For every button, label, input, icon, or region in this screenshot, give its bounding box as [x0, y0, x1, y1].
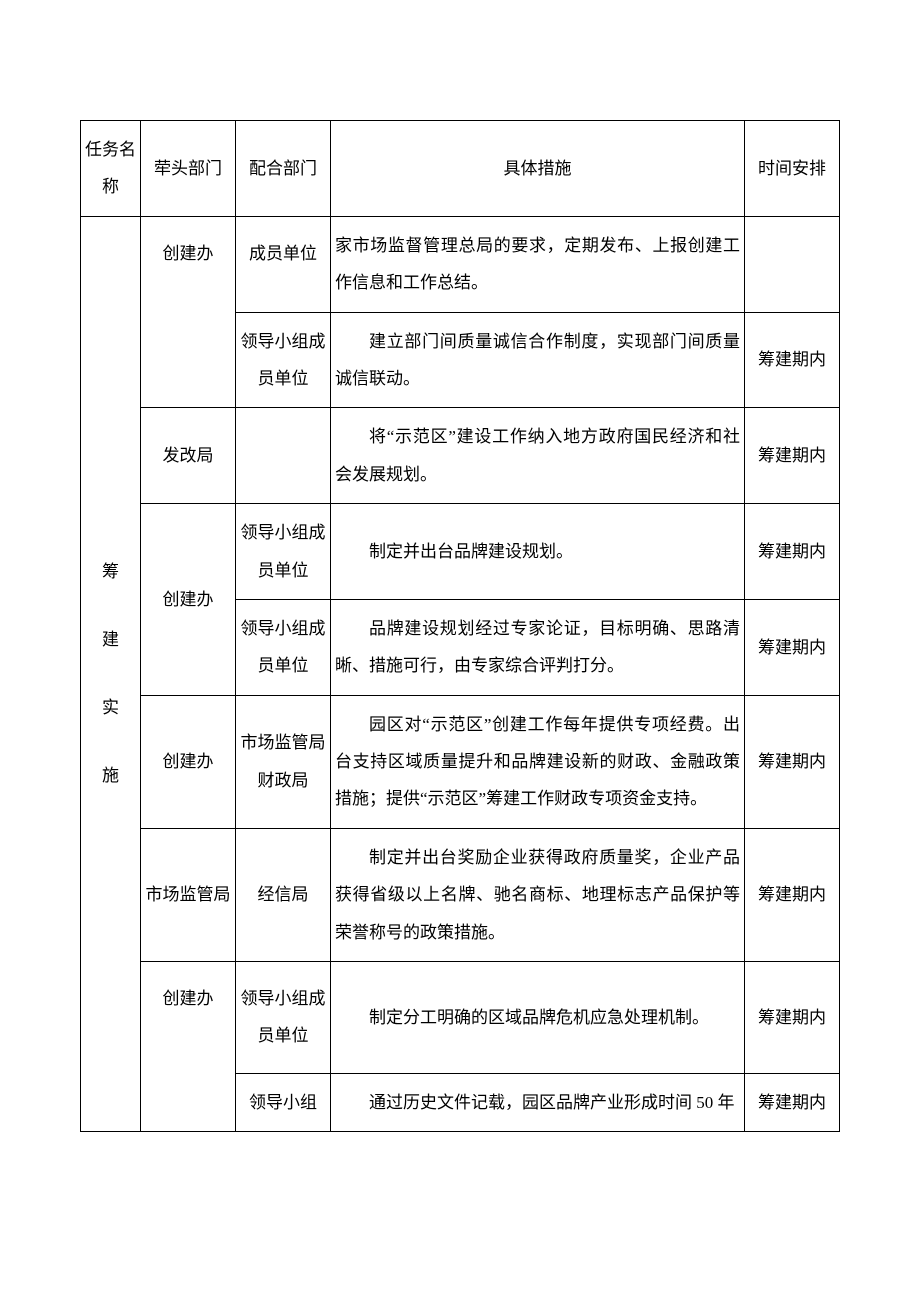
- task-table: 任务名称 荦头部门 配合部门 具体措施 时间安排 筹 建 实 施 创建办 成员单…: [80, 120, 840, 1132]
- table-row: 创建办 市场监管局财政局 园区对“示范区”创建工作每年提供专项经费。出台支持区域…: [81, 695, 840, 828]
- cell-coop: [236, 408, 331, 504]
- table-row: 发改局 将“示范区”建设工作纳入地方政府国民经济和社会发展规划。 筹建期内: [81, 408, 840, 504]
- table-row: 创建办 领导小组成员单位 制定分工明确的区域品牌危机应急处理机制。 筹建期内: [81, 962, 840, 1074]
- th-task: 任务名称: [81, 121, 141, 217]
- task-char-2: 建: [83, 606, 138, 674]
- cell-detail: 制定分工明确的区域品牌危机应急处理机制。: [331, 962, 745, 1074]
- cell-time: 筹建期内: [745, 504, 840, 600]
- cell-coop: 领导小组成员单位: [236, 599, 331, 695]
- cell-detail: 将“示范区”建设工作纳入地方政府国民经济和社会发展规划。: [331, 408, 745, 504]
- cell-detail: 制定并出台品牌建设规划。: [331, 504, 745, 600]
- cell-coop: 领导小组成员单位: [236, 962, 331, 1074]
- task-char-1: 筹: [83, 538, 138, 606]
- cell-time: 筹建期内: [745, 828, 840, 961]
- task-char-4: 施: [83, 742, 138, 810]
- cell-coop: 市场监管局财政局: [236, 695, 331, 828]
- cell-task-name: 筹 建 实 施: [81, 216, 141, 1131]
- table-row: 筹 建 实 施 创建办 成员单位 家市场监督管理总局的要求，定期发布、上报创建工…: [81, 216, 840, 312]
- table-header: 任务名称 荦头部门 配合部门 具体措施 时间安排: [81, 121, 840, 217]
- th-lead: 荦头部门: [141, 121, 236, 217]
- cell-lead: 创建办: [141, 695, 236, 828]
- cell-detail: 建立部门间质量诚信合作制度，实现部门间质量诚信联动。: [331, 312, 745, 408]
- cell-coop: 经信局: [236, 828, 331, 961]
- th-coop: 配合部门: [236, 121, 331, 217]
- cell-detail: 园区对“示范区”创建工作每年提供专项经费。出台支持区域质量提升和品牌建设新的财政…: [331, 695, 745, 828]
- task-char-3: 实: [83, 674, 138, 742]
- cell-detail: 通过历史文件记载，园区品牌产业形成时间 50 年: [331, 1073, 745, 1131]
- cell-lead: 创建办: [141, 504, 236, 696]
- cell-detail: 家市场监督管理总局的要求，定期发布、上报创建工作信息和工作总结。: [331, 216, 745, 312]
- cell-lead: 发改局: [141, 408, 236, 504]
- th-detail: 具体措施: [331, 121, 745, 217]
- table-body: 筹 建 实 施 创建办 成员单位 家市场监督管理总局的要求，定期发布、上报创建工…: [81, 216, 840, 1131]
- cell-detail: 品牌建设规划经过专家论证，目标明确、思路清晰、措施可行，由专家综合评判打分。: [331, 599, 745, 695]
- cell-lead: 创建办: [141, 962, 236, 1132]
- document-page: 任务名称 荦头部门 配合部门 具体措施 时间安排 筹 建 实 施 创建办 成员单…: [0, 0, 920, 1192]
- cell-time: 筹建期内: [745, 695, 840, 828]
- cell-coop: 领导小组成员单位: [236, 312, 331, 408]
- cell-lead: 市场监管局: [141, 828, 236, 961]
- table-row: 市场监管局 经信局 制定并出台奖励企业获得政府质量奖，企业产品获得省级以上名牌、…: [81, 828, 840, 961]
- cell-detail: 制定并出台奖励企业获得政府质量奖，企业产品获得省级以上名牌、驰名商标、地理标志产…: [331, 828, 745, 961]
- cell-coop: 成员单位: [236, 216, 331, 312]
- cell-time: 筹建期内: [745, 962, 840, 1074]
- cell-time: 筹建期内: [745, 1073, 840, 1131]
- cell-time: [745, 216, 840, 312]
- cell-coop: 领导小组: [236, 1073, 331, 1131]
- table-header-row: 任务名称 荦头部门 配合部门 具体措施 时间安排: [81, 121, 840, 217]
- cell-time: 筹建期内: [745, 599, 840, 695]
- table-row: 创建办 领导小组成员单位 制定并出台品牌建设规划。 筹建期内: [81, 504, 840, 600]
- th-time: 时间安排: [745, 121, 840, 217]
- cell-time: 筹建期内: [745, 408, 840, 504]
- cell-time: 筹建期内: [745, 312, 840, 408]
- cell-lead: 创建办: [141, 216, 236, 408]
- cell-coop: 领导小组成员单位: [236, 504, 331, 600]
